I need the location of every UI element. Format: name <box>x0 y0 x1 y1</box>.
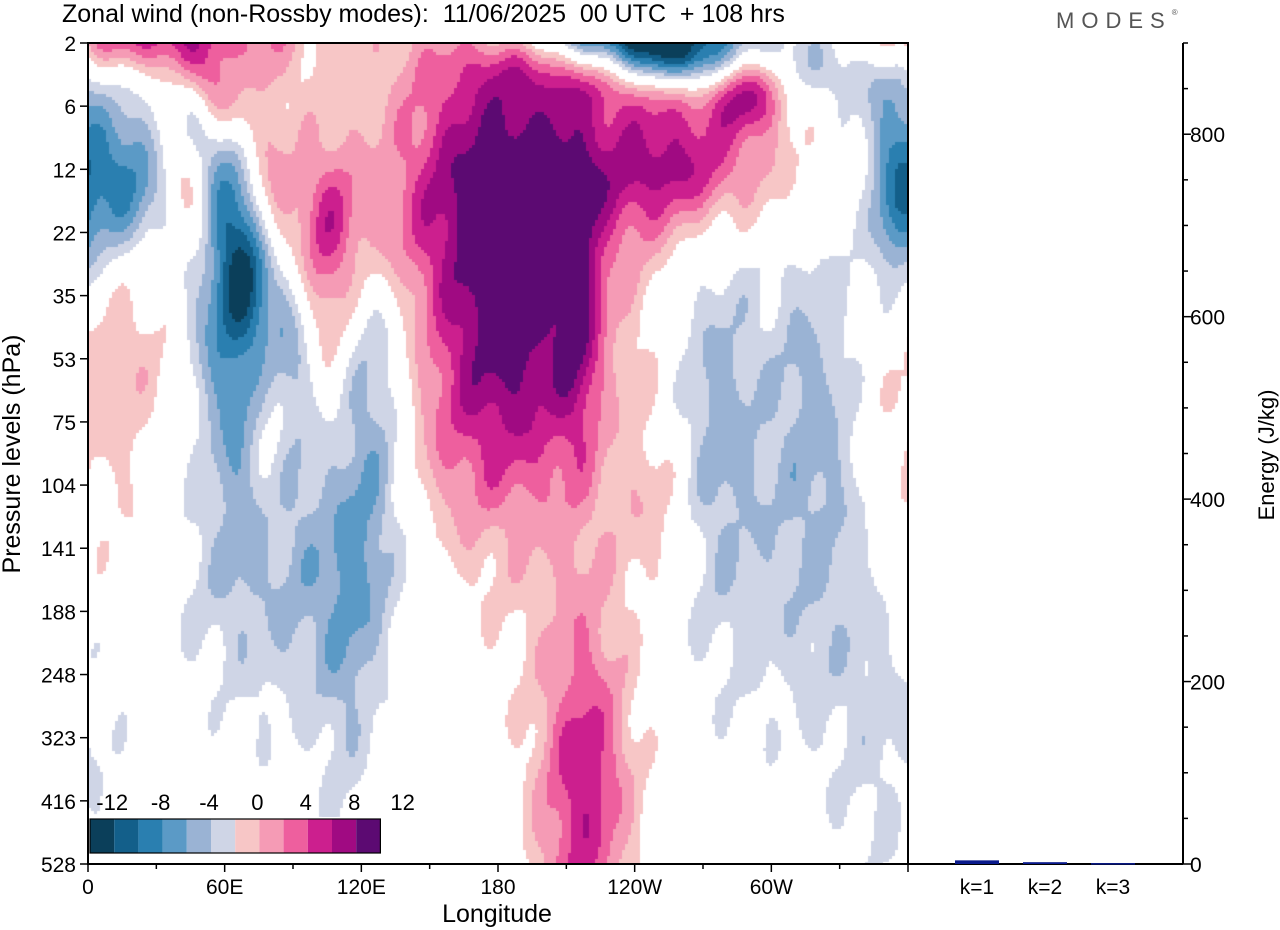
colorbar-swatch <box>283 819 308 853</box>
y-tick-label: 188 <box>41 601 76 624</box>
x-tick-label: 120W <box>607 876 662 899</box>
x-axis-label: Longitude <box>442 900 552 928</box>
y-tick-label: 22 <box>53 222 76 245</box>
bar-category-label: k=3 <box>1096 876 1130 899</box>
y-tick-label: 53 <box>53 349 76 372</box>
colorbar-swatch <box>186 819 211 853</box>
colorbar-swatch <box>235 819 260 853</box>
colorbar-label: -4 <box>199 790 219 815</box>
energy-tick-label: 400 <box>1190 489 1225 512</box>
colorbar-swatch <box>356 819 381 853</box>
modes-logo: MODES® <box>1056 8 1178 34</box>
y-tick-label: 323 <box>41 728 76 751</box>
x-tick-label: 0 <box>82 876 94 899</box>
colorbar-swatch <box>90 819 115 853</box>
energy-axis-label: Energy (J/kg) <box>1254 390 1279 521</box>
bar-category-label: k=1 <box>960 876 994 899</box>
colorbar: -12 -8 -4 0 4 8 12 <box>88 790 415 855</box>
registered-mark: ® <box>1171 8 1178 17</box>
colorbar-label: -8 <box>151 790 171 815</box>
colorbar-swatch <box>307 819 332 853</box>
y-tick-label: 12 <box>53 159 76 182</box>
y-tick-label: 528 <box>41 854 76 877</box>
y-tick-label: 104 <box>41 475 76 498</box>
zonal-wind-field-image <box>88 43 908 864</box>
energy-tick-label: 800 <box>1190 124 1225 147</box>
energy-bar-k1 <box>955 860 999 864</box>
chart-title: Zonal wind (non-Rossby modes): 11/06/202… <box>62 0 785 28</box>
colorbar-label: 8 <box>348 790 360 815</box>
x-tick-label: 180 <box>480 876 515 899</box>
y-tick-label: 416 <box>41 791 76 814</box>
y-tick-label: 248 <box>41 665 76 688</box>
colorbar-swatch <box>138 819 163 853</box>
y-tick-label: 75 <box>53 412 76 435</box>
y-tick-label: 141 <box>41 538 76 561</box>
heatmap-field <box>88 43 908 864</box>
logo-text: MODES <box>1056 8 1172 33</box>
y-tick-label: 6 <box>64 96 76 119</box>
colorbar-swatch <box>259 819 284 853</box>
energy-bar-k2 <box>1023 862 1067 864</box>
colorbar-swatch <box>332 819 357 853</box>
colorbar-label: -12 <box>96 790 128 815</box>
y-axis-label: Pressure levels (hPa) <box>0 335 26 574</box>
colorbar-label: 12 <box>390 790 414 815</box>
bar-category-label: k=2 <box>1028 876 1062 899</box>
colorbar-label: 4 <box>300 790 312 815</box>
colorbar-label: 0 <box>251 790 263 815</box>
energy-tick-label: 600 <box>1190 307 1225 330</box>
colorbar-border <box>89 818 381 854</box>
x-tick-label: 60W <box>750 876 793 899</box>
x-tick-label: 60E <box>206 876 243 899</box>
x-tick-label: 120E <box>337 876 386 899</box>
colorbar-swatch <box>114 819 139 853</box>
y-tick-label: 35 <box>53 286 76 309</box>
y-tick-label: 2 <box>64 33 76 56</box>
energy-tick-label: 200 <box>1190 672 1225 695</box>
colorbar-swatch <box>162 819 187 853</box>
energy-tick-label: 0 <box>1190 854 1202 877</box>
energy-bar-k3 <box>1091 863 1135 865</box>
colorbar-swatch <box>211 819 236 853</box>
energy-bars: k=1 k=2 k=3 <box>955 860 1135 899</box>
